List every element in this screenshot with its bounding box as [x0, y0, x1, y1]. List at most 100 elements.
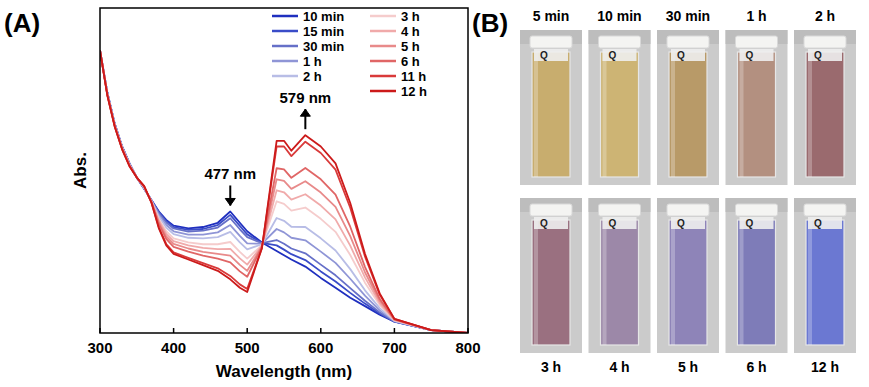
plot-frame — [100, 8, 468, 333]
annotation-arrowhead — [225, 198, 235, 205]
spectrum-line — [100, 50, 468, 333]
photo-label: 5 min — [533, 8, 570, 24]
photo-label: 12 h — [811, 359, 839, 375]
cuvette-glare — [534, 220, 538, 345]
x-tick — [394, 328, 396, 333]
cuvette-sticker — [603, 217, 637, 229]
cuvette-photo: Q — [794, 30, 856, 185]
legend-swatch — [370, 30, 396, 33]
legend-swatch — [370, 90, 396, 93]
cuvette-glare — [671, 52, 675, 177]
cuvette-liquid — [532, 52, 570, 177]
annotation-label: 579 nm — [279, 89, 331, 106]
photo-background — [657, 30, 719, 185]
cuvette-cap — [599, 204, 641, 216]
cuvette-sticker — [603, 49, 637, 61]
cuvette-mark: Q — [814, 218, 822, 229]
cuvette-glare — [808, 52, 812, 177]
cuvette-photo: Q — [589, 30, 651, 185]
legend-label: 1 h — [303, 54, 322, 69]
x-tick-label: 600 — [308, 339, 333, 356]
cuvette-glare — [740, 52, 744, 177]
cuvette-mark: Q — [814, 50, 822, 61]
x-tick-label: 800 — [455, 339, 480, 356]
cuvette-cap — [804, 204, 846, 216]
cuvette-photo: Q — [726, 30, 788, 185]
x-tick — [173, 328, 175, 333]
photo-label: 2 h — [815, 8, 835, 24]
photo-label: 6 h — [746, 359, 766, 375]
photo-background — [520, 30, 582, 185]
cuvette-mark: Q — [540, 218, 548, 229]
legend-swatch — [272, 15, 298, 18]
photo-background — [726, 198, 788, 353]
photo-label: 1 h — [746, 8, 766, 24]
photo-background — [520, 198, 582, 353]
photo-background — [726, 30, 788, 185]
x-tick — [99, 328, 101, 333]
photo-background — [589, 198, 651, 353]
cuvette-mark: Q — [677, 50, 685, 61]
cuvette-sticker — [671, 49, 705, 61]
cuvette-mark: Q — [609, 218, 617, 229]
cuvette-liquid — [806, 52, 844, 177]
legend-swatch — [370, 45, 396, 48]
spectrum-line — [100, 50, 468, 333]
cuvette-sticker — [740, 49, 774, 61]
cuvette-sticker — [808, 217, 842, 229]
legend-label: 6 h — [401, 54, 420, 69]
cuvette-liquid — [669, 52, 707, 177]
x-tick — [320, 328, 322, 333]
spectrum-line — [100, 50, 468, 333]
cuvette-sticker — [740, 217, 774, 229]
spectrum-line — [100, 50, 468, 333]
legend-label: 5 h — [401, 39, 420, 54]
cuvette-photo: Q — [794, 198, 856, 353]
cuvette-sticker — [534, 217, 568, 229]
panel-label: (A) — [4, 8, 40, 38]
legend-label: 12 h — [401, 84, 427, 99]
spectrum-line — [100, 50, 468, 333]
x-tick-label: 400 — [161, 339, 186, 356]
cuvette-liquid — [738, 52, 776, 177]
cuvette-liquid — [738, 220, 776, 345]
cuvette-mark: Q — [746, 218, 754, 229]
photo-label: 5 h — [678, 359, 698, 375]
photo-background — [794, 198, 856, 353]
photo-label: 3 h — [541, 359, 561, 375]
cuvette-liquid — [601, 52, 639, 177]
spectrum-line — [100, 50, 468, 333]
cuvette-glare — [671, 220, 675, 345]
legend-label: 11 h — [401, 69, 426, 84]
photo-label: 10 min — [597, 8, 641, 24]
cuvette-cap — [599, 36, 641, 48]
cuvette-sticker — [671, 217, 705, 229]
cuvette-liquid — [669, 220, 707, 345]
cuvette-glare — [603, 52, 607, 177]
cuvette-cap — [530, 36, 572, 48]
cuvette-liquid — [806, 220, 844, 345]
annotation-label: 477 nm — [204, 165, 256, 182]
panel-label: (B) — [472, 8, 508, 38]
annotation-arrowhead — [300, 109, 310, 116]
x-tick — [467, 328, 469, 333]
cuvette-cap — [736, 36, 778, 48]
x-tick — [246, 328, 248, 333]
cuvette-mark: Q — [609, 50, 617, 61]
legend-label: 10 min — [303, 9, 344, 24]
cuvette-photo: Q — [726, 198, 788, 353]
legend-label: 15 min — [303, 24, 344, 39]
cuvette-cap — [736, 204, 778, 216]
cuvette-liquid — [532, 220, 570, 345]
cuvette-cap — [667, 36, 709, 48]
photo-label: 4 h — [609, 359, 629, 375]
cuvette-photo: Q — [589, 198, 651, 353]
photo-background — [657, 198, 719, 353]
cuvette-glare — [534, 52, 538, 177]
cuvette-mark: Q — [677, 218, 685, 229]
figure: (A)300400500600700800Wavelength (nm)Abs.… — [0, 0, 869, 387]
cuvette-photo: Q — [657, 30, 719, 185]
cuvette-photo: Q — [520, 30, 582, 185]
cuvette-photo: Q — [657, 198, 719, 353]
legend-swatch — [370, 15, 396, 18]
